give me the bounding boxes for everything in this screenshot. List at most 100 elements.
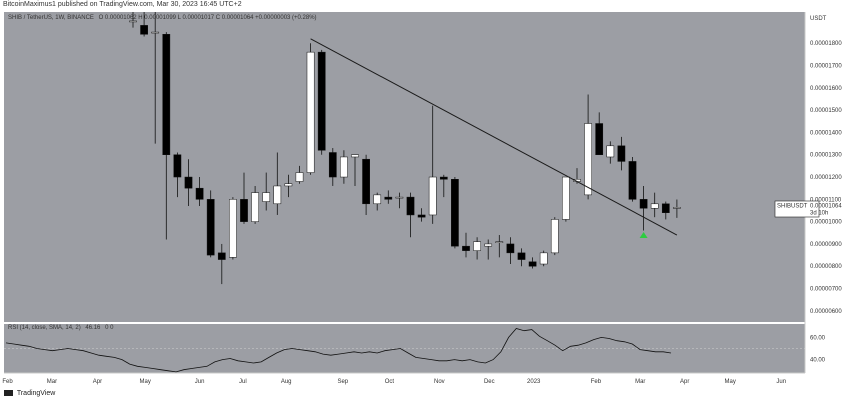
rsi-legend-title: RSI (14, close, SMA, 14, 2)	[8, 325, 81, 331]
candle-up	[539, 250, 548, 267]
price-axis-label: 0.00000700	[810, 287, 842, 293]
bullish-marker-icon	[639, 232, 648, 239]
candle-body	[650, 203, 659, 209]
price-tag-price: 0.00001064	[810, 204, 842, 210]
candle-down	[439, 174, 448, 198]
candle-body	[217, 252, 226, 260]
candle-body	[151, 31, 160, 34]
candle-up	[495, 235, 504, 258]
candle-body	[140, 25, 148, 35]
candles-group	[129, 12, 681, 285]
candle-up	[484, 239, 493, 260]
candle-up	[273, 152, 282, 215]
candle-down	[184, 159, 193, 207]
candle-down	[506, 237, 515, 265]
rsi-legend-extra: 0 0	[105, 325, 114, 331]
candle-up	[473, 237, 481, 260]
candle-body	[451, 179, 459, 247]
candle-body	[284, 183, 293, 187]
candle-body	[539, 252, 548, 265]
candle-body	[328, 152, 337, 178]
price-axis-label: 0.00000900	[810, 242, 842, 248]
candle-body	[639, 199, 648, 209]
candle-down	[328, 148, 337, 186]
candle-down	[317, 49, 326, 155]
candle-body	[195, 187, 204, 200]
candle-down	[517, 248, 526, 267]
candle-up	[373, 192, 382, 211]
candle-body	[595, 123, 604, 155]
price-axis-label: 0.00001100	[810, 197, 842, 203]
candle-down	[406, 192, 415, 238]
tradingview-footer[interactable]: TradingView	[4, 390, 55, 397]
candle-body	[495, 241, 504, 243]
time-axis-label: Apr	[680, 379, 689, 385]
candle-up	[606, 141, 615, 164]
candle-up	[673, 199, 681, 218]
candle-body	[306, 51, 315, 173]
candle-down	[206, 190, 215, 258]
candle-up	[562, 176, 570, 222]
candle-body	[606, 145, 615, 158]
candle-up	[428, 105, 437, 224]
candle-body	[317, 51, 326, 151]
rsi-legend: RSI (14, close, SMA, 14, 2) 46.16 0 0	[8, 325, 116, 331]
candle-body	[206, 199, 215, 256]
publish-info: BitcoinMaximus1 published on TradingView…	[3, 1, 242, 8]
price-axis-labels: 0.00001800 0.00001700 0.00001600 0.00001500…	[810, 41, 842, 315]
time-axis-label: Aug	[281, 379, 292, 385]
candle-up	[129, 12, 137, 28]
time-axis-label: Jul	[239, 379, 247, 385]
chart-legend: SHIB / TetherUS, 1W, BINANCE O 0.0000106…	[8, 15, 320, 21]
candle-body	[562, 176, 570, 220]
time-axis-labels: Feb Mar Apr May Jun Jul Aug Sep Oct Nov Dec 2023 Feb…	[2, 379, 786, 385]
candle-body	[295, 172, 304, 182]
price-axis-label: 0.00001800	[810, 41, 842, 47]
candle-body	[406, 196, 415, 216]
candle-body	[184, 176, 193, 189]
time-axis-label: Nov	[434, 379, 445, 385]
candle-down	[595, 112, 604, 155]
candle-down	[617, 136, 626, 171]
time-axis-label: 2023	[527, 379, 541, 385]
candle-body	[628, 161, 637, 200]
candle-down	[528, 257, 537, 269]
price-panel[interactable]	[4, 12, 805, 322]
price-axis-currency: USDT	[810, 16, 827, 22]
candle-down	[462, 232, 470, 258]
candle-body	[262, 192, 271, 202]
candle-body	[550, 219, 559, 254]
candle-body	[129, 20, 137, 23]
rsi-axis-label: 40.00	[810, 358, 826, 364]
candle-up	[306, 43, 315, 175]
candle-up	[395, 192, 404, 209]
rsi-line	[5, 328, 672, 373]
candle-down	[661, 201, 670, 220]
price-axis-label: 0.00001600	[810, 86, 842, 92]
footer-brand: TradingView	[16, 390, 56, 397]
candle-down	[162, 32, 171, 240]
time-axis-label: May	[725, 379, 736, 385]
candle-down	[217, 243, 226, 285]
price-axis-label: 0.00000800	[810, 264, 842, 270]
time-axis-label: Jun	[195, 379, 205, 385]
candle-body	[439, 176, 448, 180]
candle-body	[384, 196, 393, 200]
candle-down	[195, 177, 204, 207]
candle-down	[639, 185, 648, 231]
price-tag-countdown: 3d 10h	[810, 211, 828, 217]
time-axis-label: Jun	[776, 379, 786, 385]
time-axis-label: Mar	[635, 379, 645, 385]
candle-down	[451, 177, 459, 249]
rsi-axis-labels: 60.00 40.00	[810, 335, 826, 363]
candle-body	[351, 154, 359, 158]
candle-up	[650, 192, 659, 218]
legend-symbol: SHIB / TetherUS, 1W, BINANCE	[8, 15, 94, 21]
candle-body	[617, 145, 626, 162]
price-axis-label: 0.00000600	[810, 309, 842, 315]
candle-body	[229, 199, 237, 258]
descending-trendline[interactable]	[310, 38, 678, 236]
candle-up	[229, 197, 237, 260]
